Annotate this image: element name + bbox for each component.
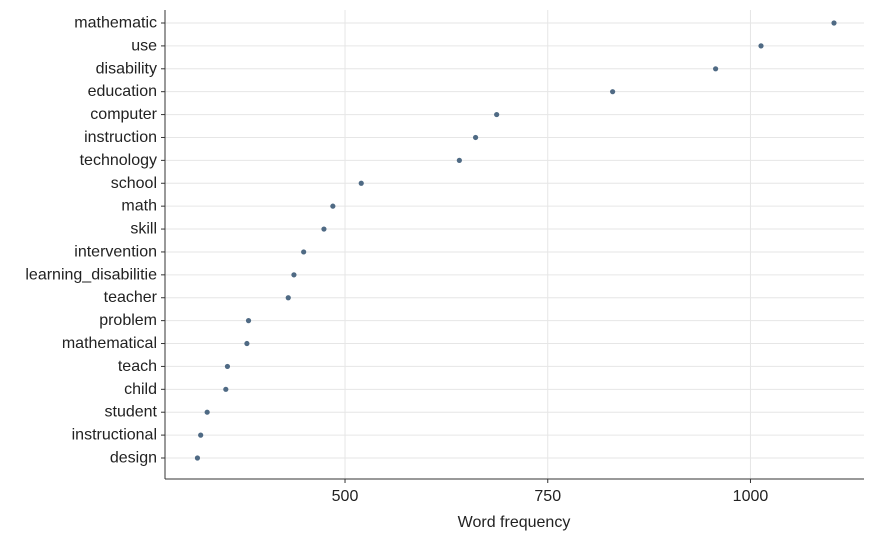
data-point-computer — [494, 111, 500, 118]
data-point-math — [330, 203, 336, 209]
x-axis-title: Word frequency — [458, 514, 571, 531]
data-point-disability — [713, 66, 719, 72]
axes-layer — [164, 10, 864, 480]
x-tick-labels: 500 750 1000 — [332, 479, 769, 505]
x-tick-label: 1000 — [733, 488, 769, 505]
x-tick-label: 750 — [534, 488, 561, 505]
y-tick-label: intervention — [74, 243, 157, 260]
y-tick-label: mathematical — [62, 335, 157, 352]
data-point-student — [204, 409, 210, 415]
y-tick-label: problem — [99, 312, 157, 329]
y-tick-label: disability — [96, 60, 157, 77]
y-tick-label: instructional — [72, 427, 157, 444]
data-point-teacher — [285, 295, 291, 301]
data-point-learning_disabilitie — [291, 272, 297, 278]
y-tick-label: use — [131, 37, 157, 54]
x-tick-label: 500 — [332, 488, 359, 505]
y-tick-label: learning_disabilitie — [25, 266, 157, 283]
y-tick-label: mathematic — [74, 15, 157, 32]
data-point-intervention — [301, 249, 307, 255]
grid-layer — [165, 10, 864, 479]
data-point-teach — [224, 363, 231, 370]
y-tick-label: school — [111, 175, 157, 192]
y-tick-label: child — [124, 381, 157, 398]
y-tick-label: technology — [80, 152, 157, 169]
points-layer — [194, 20, 837, 461]
y-tick-label: computer — [90, 106, 157, 123]
y-tick-label: math — [121, 198, 157, 215]
data-point-design — [194, 455, 201, 461]
data-point-technology — [456, 157, 462, 163]
data-point-use — [758, 43, 764, 49]
data-point-problem — [245, 318, 252, 324]
y-tick-label: teach — [118, 358, 157, 375]
y-tick-labels: mathematic use disability education computer… — [25, 15, 165, 467]
y-tick-label: student — [105, 404, 158, 421]
data-point-skill — [321, 226, 327, 232]
data-point-education — [610, 89, 616, 95]
y-tick-label: skill — [130, 221, 157, 238]
y-tick-label: design — [110, 450, 157, 467]
y-tick-label: education — [88, 83, 157, 100]
data-point-instruction — [472, 134, 479, 141]
data-point-child — [223, 386, 229, 392]
data-point-mathematic — [831, 20, 837, 26]
y-tick-label: instruction — [84, 129, 157, 146]
data-point-mathematical — [244, 340, 250, 347]
y-tick-label: teacher — [104, 289, 158, 306]
data-point-school — [358, 180, 364, 186]
data-point-instructional — [198, 432, 204, 438]
